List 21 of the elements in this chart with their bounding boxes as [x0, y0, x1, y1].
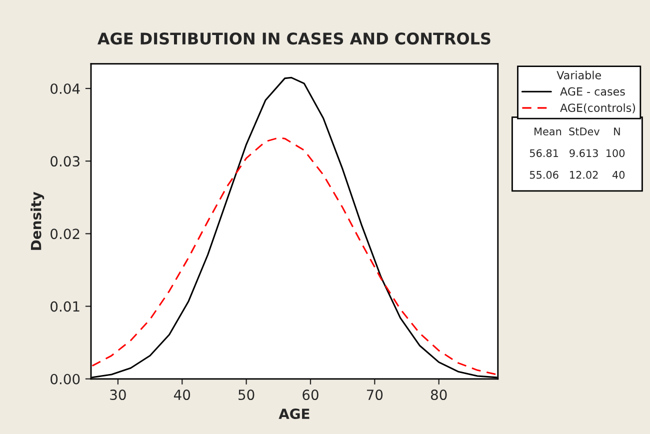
x-axis-title: AGE [278, 408, 310, 420]
x-tick-label: 40 [174, 390, 190, 400]
legend-label: AGE - cases [560, 87, 625, 96]
x-tick-label: 70 [366, 390, 383, 400]
x-tick-label: 60 [302, 390, 318, 400]
legend-title: Variable [556, 70, 601, 80]
text: 55.06 12.02 40 [530, 170, 625, 179]
y-tick-label: 0.04 [50, 83, 80, 94]
y-axis-title: Density [30, 192, 44, 250]
line-series [92, 137, 498, 376]
text: Mean StDev N [534, 128, 620, 136]
y-tick-label: 0.01 [50, 301, 80, 312]
x-tick-label: 80 [430, 390, 447, 400]
legend-label: AGE(controls) [560, 103, 636, 114]
chart-title: AGE DISTIBUTION IN CASES AND CONTROLS [97, 32, 490, 45]
y-tick-label: 0.00 [50, 374, 80, 384]
x-tick-label: 30 [110, 390, 126, 400]
text: 56.81 9.613 100 [530, 149, 625, 158]
y-tick-label: 0.03 [50, 156, 80, 167]
x-tick-label: 50 [238, 390, 254, 400]
y-tick-label: 0.02 [50, 228, 80, 240]
